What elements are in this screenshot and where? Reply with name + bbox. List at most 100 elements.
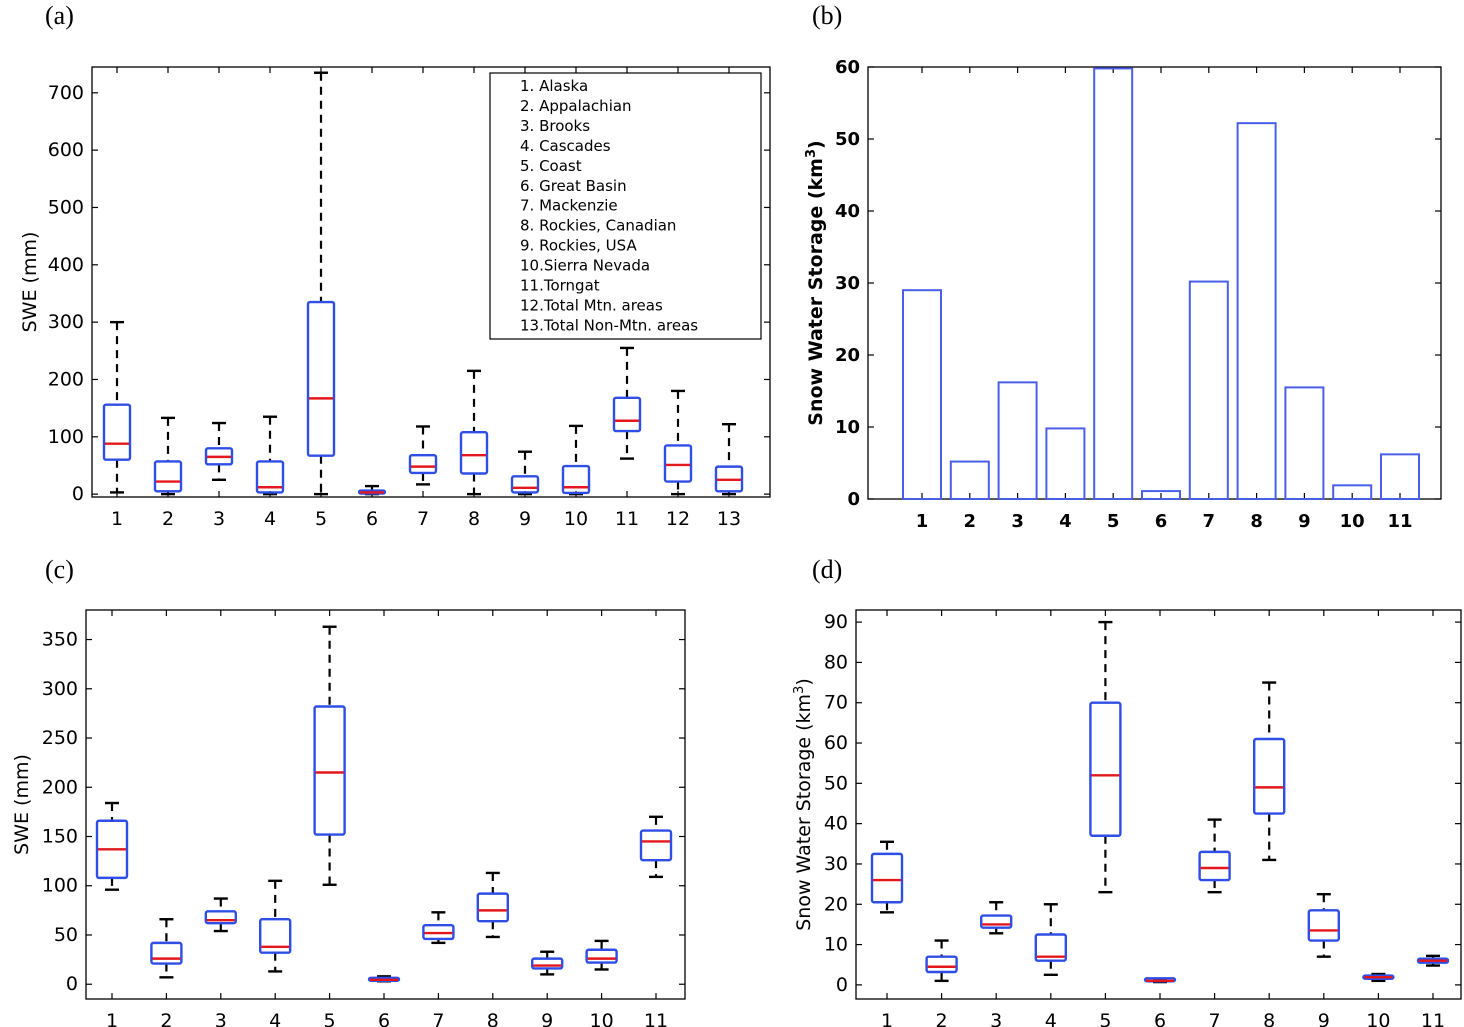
x-tick-label: 10 — [590, 1010, 614, 1027]
bar-1 — [902, 289, 942, 501]
x-tick-label: 10 — [564, 508, 588, 530]
y-tick-label: 100 — [48, 426, 84, 448]
y-tick-label: 50 — [835, 129, 860, 150]
x-tick-label: 2 — [162, 508, 174, 530]
bar-7 — [1188, 280, 1229, 500]
box-11 — [612, 346, 642, 460]
x-tick-label: 6 — [1155, 511, 1168, 532]
axes-frame — [91, 66, 771, 498]
bar-5 — [1093, 67, 1134, 500]
legend-entry: 2. Appalachian — [520, 97, 632, 115]
y-axis-label-superscript: 3 — [804, 149, 819, 158]
y-axis-label-end: ) — [793, 678, 815, 685]
iqr-box — [980, 914, 1013, 929]
x-tick-label: 1 — [106, 1010, 118, 1027]
iqr-box — [422, 923, 455, 941]
y-tick-label: 40 — [824, 813, 848, 835]
legend-entry: 4. Cascades — [520, 137, 611, 155]
legend-entry: 11.Torngat — [520, 277, 600, 295]
x-tick-label: 11 — [644, 1010, 668, 1027]
box-3 — [204, 897, 238, 933]
iqr-box — [1416, 957, 1450, 964]
x-tick-label: 8 — [1250, 511, 1263, 532]
legend-entry: 5. Coast — [520, 157, 582, 175]
iqr-box — [459, 431, 489, 475]
box-1 — [870, 840, 904, 914]
x-tick-label: 11 — [615, 508, 639, 530]
iqr-box — [476, 892, 509, 923]
y-tick-label: 700 — [48, 82, 84, 104]
iqr-box — [408, 453, 438, 475]
iqr-box — [510, 475, 540, 494]
x-tick-label: 2 — [160, 1010, 172, 1027]
x-tick-label: 2 — [936, 1010, 948, 1027]
box-5 — [306, 71, 336, 496]
y-tick-label: 60 — [824, 732, 848, 754]
x-tick-label: 10 — [1340, 511, 1365, 532]
y-tick-label: 50 — [824, 772, 848, 794]
x-tick-label: 11 — [1387, 511, 1412, 532]
bar-8 — [1236, 122, 1277, 500]
iqr-box — [102, 403, 132, 461]
x-tick-label: 4 — [1045, 1010, 1057, 1027]
y-tick-label: 60 — [835, 57, 860, 78]
x-tick-label: 1 — [916, 511, 929, 532]
box-10 — [1362, 972, 1395, 983]
iqr-box — [1252, 737, 1286, 815]
iqr-box — [1307, 909, 1341, 942]
panel-c-swe-boxplot: (c) 0 50 100 150 200 250 300 350 1 2 3 4 5 6 7 8 9 10 11 SWE… — [11, 555, 686, 1027]
box-8 — [459, 369, 489, 496]
panel-label: (b) — [812, 1, 842, 30]
bar-2 — [949, 460, 990, 500]
iqr-box — [306, 300, 336, 457]
x-tick-label: 6 — [378, 1010, 390, 1027]
legend-entry: 6. Great Basin — [520, 177, 627, 195]
y-tick-label: 80 — [824, 651, 848, 673]
box-4 — [255, 415, 285, 496]
iqr-box — [663, 444, 693, 483]
iqr-box — [561, 464, 591, 495]
legend-entry: 8. Rockies, Canadian — [520, 217, 676, 235]
y-axis-label: SWE (mm) — [19, 232, 41, 333]
iqr-box — [639, 829, 673, 862]
box-1 — [95, 801, 129, 891]
box-6 — [367, 975, 401, 983]
legend-entry: 10.Sierra Nevada — [520, 257, 650, 275]
y-tick-label: 200 — [42, 776, 78, 798]
y-tick-label: 0 — [836, 974, 848, 996]
y-axis-label: Snow Water Storage (km3) — [804, 140, 828, 425]
y-tick-label: 300 — [48, 311, 84, 333]
box-5 — [1089, 620, 1122, 894]
y-tick-label: 100 — [42, 875, 78, 897]
x-tick-label: 5 — [315, 508, 327, 530]
y-tick-label: 250 — [42, 727, 78, 749]
x-tick-label: 10 — [1366, 1010, 1390, 1027]
box-6 — [1143, 977, 1177, 984]
box-1 — [102, 320, 132, 494]
y-tick-label: 10 — [835, 417, 860, 438]
iqr-box — [585, 948, 618, 964]
y-tick-label: 20 — [824, 893, 848, 915]
x-tick-label: 1 — [111, 508, 123, 530]
panel-label: (c) — [45, 555, 74, 584]
x-tick-label: 4 — [269, 1010, 281, 1027]
panel-label: (a) — [45, 1, 74, 30]
x-tick-label: 3 — [213, 508, 225, 530]
x-tick-label: 8 — [1263, 1010, 1275, 1027]
y-tick-label: 150 — [42, 826, 78, 848]
x-tick-label: 5 — [1099, 1010, 1111, 1027]
box-2 — [925, 939, 958, 983]
y-tick-label: 500 — [48, 196, 84, 218]
iqr-box — [714, 465, 744, 493]
iqr-box — [870, 852, 904, 904]
x-tick-label: 1 — [881, 1010, 893, 1027]
y-tick-label: 70 — [824, 692, 848, 714]
iqr-box — [313, 705, 346, 836]
iqr-box — [1362, 974, 1395, 981]
x-tick-label: 7 — [1203, 511, 1216, 532]
legend-entry: 1. Alaska — [520, 77, 588, 95]
x-tick-label: 3 — [215, 1010, 227, 1027]
box-9 — [1307, 892, 1341, 958]
x-tick-label: 8 — [468, 508, 480, 530]
